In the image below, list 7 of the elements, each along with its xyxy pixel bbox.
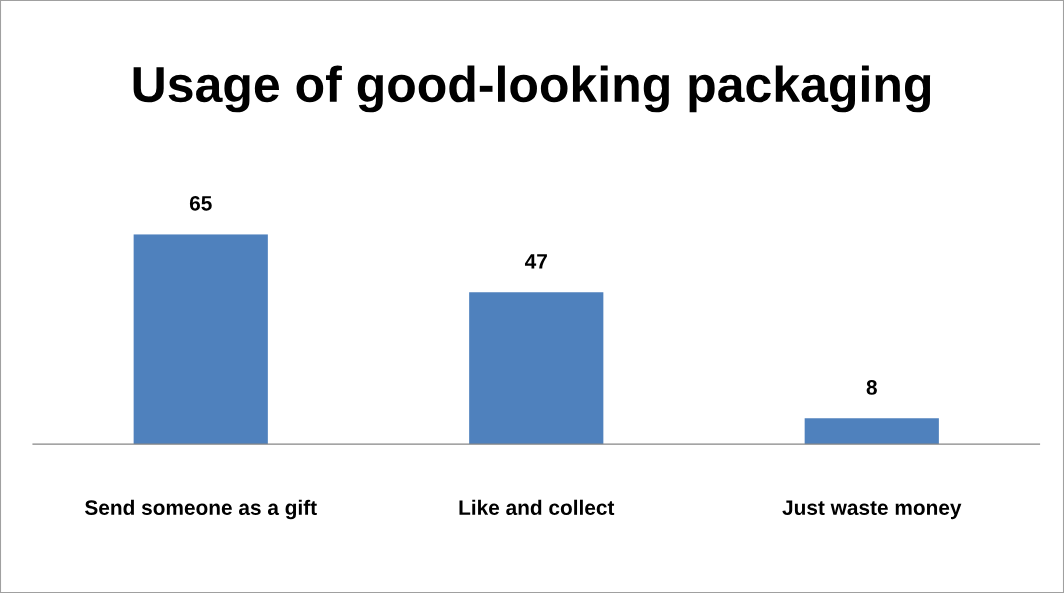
data-label: 65 bbox=[189, 195, 212, 211]
x-tick-label: Send someone as a gift bbox=[85, 499, 317, 520]
chart-title: Usage of good-looking packaging bbox=[133, 65, 931, 113]
x-tick-label: Like and collect bbox=[459, 499, 615, 516]
x-tick-label: Just waste money bbox=[782, 500, 962, 520]
data-label: 8 bbox=[866, 380, 877, 395]
data-label: 47 bbox=[524, 254, 547, 269]
